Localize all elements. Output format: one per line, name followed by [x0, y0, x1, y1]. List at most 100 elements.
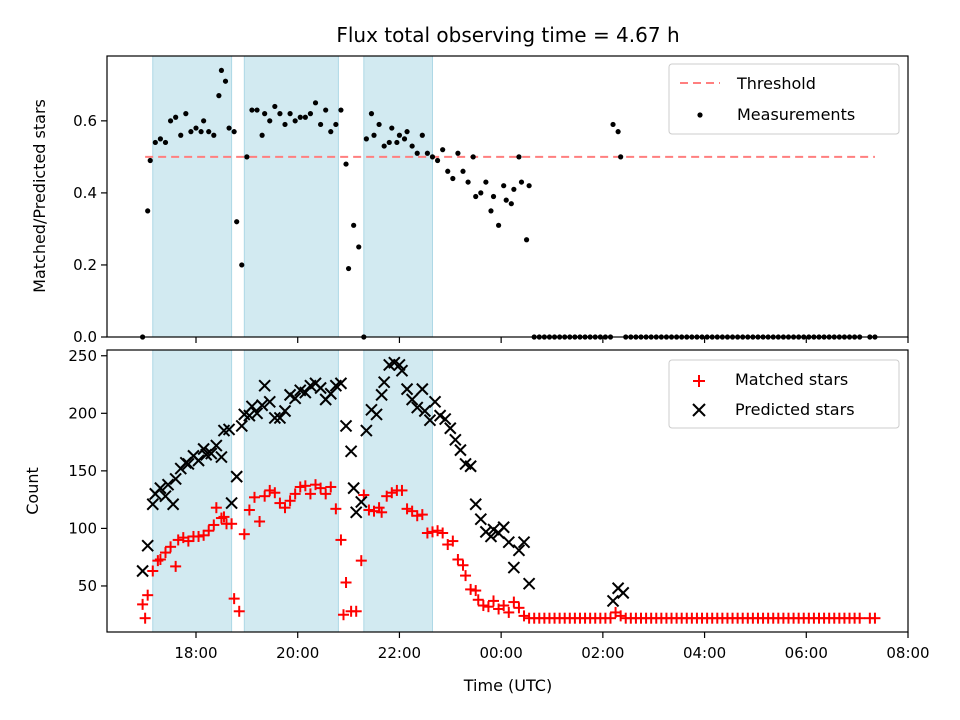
predicted-star-marker [263, 395, 276, 409]
predicted-star-marker [375, 388, 388, 402]
matched-star-marker [477, 600, 489, 612]
predicted-star-marker [273, 411, 287, 425]
predicted-star-marker [474, 512, 488, 526]
predicted-star-marker [438, 412, 452, 426]
legend-predicted-swatch [692, 403, 706, 417]
matched-star-marker [243, 504, 255, 516]
measurement-point [483, 179, 489, 185]
predicted-star-marker [377, 376, 391, 389]
predicted-star-marker [235, 419, 248, 433]
matched-star-marker [508, 596, 520, 608]
predicted-star-marker [299, 386, 312, 399]
measurement-point [262, 111, 268, 117]
top-legend: Threshold Measurements [668, 63, 900, 135]
matched-star-marker [465, 583, 477, 595]
x-tick-label: 02:00 [581, 644, 624, 662]
matched-star-marker [170, 560, 182, 572]
top-y-tick-label: 0.0 [73, 328, 97, 346]
matched-star-marker [854, 612, 866, 624]
predicted-star-marker [243, 409, 256, 422]
matched-star-marker [432, 525, 444, 537]
predicted-star-marker [205, 447, 218, 460]
matched-star-marker [259, 490, 271, 502]
measurement-point [328, 129, 334, 135]
predicted-star-marker [268, 411, 282, 425]
measurement-point [147, 157, 153, 164]
bottom-legend-box [668, 359, 900, 429]
matched-star-marker [421, 527, 433, 539]
predicted-star-marker [250, 407, 264, 420]
predicted-star-marker [360, 424, 373, 437]
measurement-point [386, 139, 392, 146]
measurement-point [287, 111, 293, 117]
measurement-point [503, 197, 509, 203]
matched-star-marker [337, 609, 349, 621]
matched-star-marker [401, 503, 413, 515]
matched-star-marker [330, 503, 342, 515]
matched-star-marker [254, 516, 266, 528]
matched-star-marker [315, 482, 327, 494]
observing-interval-2 [243, 55, 339, 338]
measurement-point [173, 114, 179, 120]
measurement-point [473, 193, 479, 200]
predicted-star-marker [502, 536, 515, 549]
measurement-point [259, 132, 265, 138]
measurement-point [307, 111, 314, 117]
measurement-point [490, 193, 497, 200]
matched-star-marker [426, 526, 438, 538]
matched-star-marker [335, 534, 347, 546]
matched-star-marker [503, 606, 515, 618]
measurement-point [145, 208, 151, 214]
measurement-point [338, 107, 344, 113]
matched-star-marker [172, 534, 184, 546]
measurement-point [167, 118, 174, 124]
matched-star-marker [869, 612, 881, 624]
predicted-star-marker [423, 414, 437, 427]
matched-star-marker [269, 487, 281, 499]
x-tick-label: 00:00 [480, 644, 523, 662]
measurement-point [193, 125, 199, 131]
measurement-point [231, 129, 237, 135]
predicted-star-marker [210, 439, 223, 452]
measurement-points [140, 67, 878, 340]
matched-star-marker [165, 541, 177, 553]
measurement-point [222, 78, 229, 84]
matched-star-marker [193, 530, 205, 542]
top-y-tick-label: 0.6 [73, 112, 97, 130]
matched-star-marker [470, 585, 482, 597]
measurement-point [216, 93, 222, 99]
measurement-point [465, 179, 471, 185]
observing-interval-1 [152, 55, 233, 338]
bottom-axes-frame [106, 349, 909, 633]
predicted-star-marker [405, 393, 419, 406]
matched-star-marker [325, 481, 337, 493]
matched-star-marker [208, 519, 220, 531]
measurement-point [371, 132, 377, 138]
matched-star-marker [355, 555, 367, 567]
predicted-star-marker [154, 481, 167, 495]
measurement-point [440, 147, 446, 153]
measurement-point [460, 168, 466, 174]
matched-star-marker [139, 612, 151, 624]
observing-interval-3 [363, 55, 433, 338]
matched-star-marker [159, 547, 171, 559]
predicted-star-marker [324, 387, 337, 400]
matched-star-marker [363, 504, 375, 516]
measurement-point [312, 100, 319, 106]
predicted-star-marker [258, 379, 271, 392]
observing-interval-1 [152, 349, 233, 633]
count-panel: 50 100 150 200 250 18:00 20:00 22:00 00:00 02:00… [23, 347, 930, 695]
predicted-star-marker [522, 577, 536, 590]
matched-star-marker [518, 610, 530, 622]
predicted-star-marker [616, 586, 630, 600]
predicted-star-marker [169, 472, 182, 486]
matched-star-marker [320, 488, 332, 500]
measurement-point [396, 132, 403, 138]
matched-star-marker [152, 555, 164, 567]
matched-star-marker [498, 600, 510, 612]
measurement-point [496, 222, 502, 228]
measurement-point [162, 139, 169, 146]
measurement-point [501, 183, 507, 189]
matched-star-marker [264, 484, 276, 496]
